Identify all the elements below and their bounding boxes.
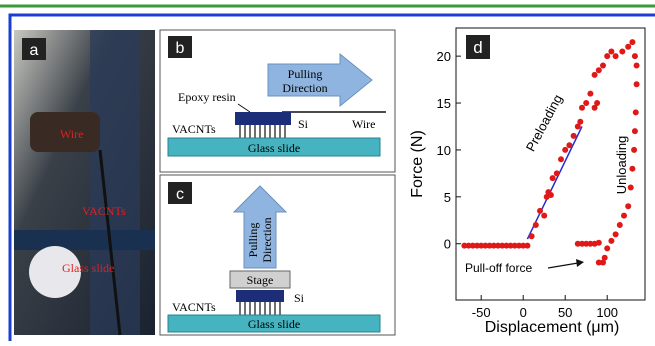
data-point xyxy=(596,67,602,73)
panel-a: a Wire VACNTs Glass slide xyxy=(14,30,155,335)
data-point xyxy=(596,259,602,265)
pointer-head xyxy=(576,259,584,267)
panel-d: d Force (N) Displacement (μm) 0 5 10 15 20 -5… xyxy=(409,28,645,336)
data-point xyxy=(613,231,619,237)
data-point xyxy=(524,243,530,249)
data-point xyxy=(592,72,598,78)
annotation: Preloading xyxy=(523,92,565,154)
annotation: VACNTs xyxy=(82,204,126,218)
data-point xyxy=(634,81,640,87)
y-tick-label: 15 xyxy=(437,96,451,111)
label: Wire xyxy=(352,117,376,131)
data-point xyxy=(550,175,556,181)
data-point xyxy=(566,142,572,148)
panel-label: d xyxy=(473,38,482,57)
arrow-label: Direction xyxy=(260,217,274,262)
data-point xyxy=(541,213,547,219)
y-axis-title: Force (N) xyxy=(409,130,426,198)
panel-label: b xyxy=(176,40,185,57)
data-point xyxy=(571,133,577,139)
data-point xyxy=(621,213,627,219)
annotation: Pull-off force xyxy=(465,261,532,275)
y-tick-label: 0 xyxy=(444,237,451,252)
annotation: Unloading xyxy=(614,136,629,195)
si-block xyxy=(235,112,291,125)
data-point xyxy=(631,147,637,153)
annotation: Glass slide xyxy=(62,261,114,275)
data-point xyxy=(632,53,638,59)
x-tick-label: 100 xyxy=(596,305,618,320)
label: Si xyxy=(298,117,309,131)
data-point xyxy=(562,147,568,153)
data-point xyxy=(583,100,589,106)
y-tick-label: 20 xyxy=(437,49,451,64)
data-point xyxy=(533,222,539,228)
data-point xyxy=(632,128,638,134)
data-point xyxy=(633,109,639,115)
data-point xyxy=(617,222,623,228)
panel-label: c xyxy=(176,186,184,203)
data-point xyxy=(625,203,631,209)
si-block xyxy=(236,290,284,302)
data-point xyxy=(548,192,554,198)
y-tick-label: 5 xyxy=(444,190,451,205)
data-point xyxy=(629,166,635,172)
data-point xyxy=(625,44,631,50)
photo-detail xyxy=(14,230,155,250)
label: Glass slide xyxy=(248,141,300,155)
label: VACNTs xyxy=(172,122,216,136)
label: Si xyxy=(294,291,305,305)
arrow-label: Pulling xyxy=(288,67,323,81)
data-point xyxy=(629,39,635,45)
data-point xyxy=(619,48,625,54)
arrow-label: Pulling xyxy=(246,223,260,258)
data-point xyxy=(608,238,614,244)
y-tick-label: 10 xyxy=(437,143,451,158)
pointer xyxy=(548,263,578,268)
x-tick-label: 0 xyxy=(520,305,527,320)
panel-label: a xyxy=(30,42,39,59)
data-point xyxy=(592,105,598,111)
data-point xyxy=(587,91,593,97)
data-point xyxy=(579,105,585,111)
figure: a Wire VACNTs Glass slide b Pulling Dire… xyxy=(0,0,655,341)
data-point xyxy=(554,170,560,176)
label: VACNTs xyxy=(172,300,216,314)
label: Epoxy resin xyxy=(178,90,236,104)
data-point xyxy=(604,245,610,251)
annotation: Wire xyxy=(60,127,84,141)
x-tick-label: 50 xyxy=(558,305,572,320)
x-axis-title: Displacement (μm) xyxy=(485,319,620,336)
data-point xyxy=(604,53,610,59)
x-tick-label: -50 xyxy=(472,305,491,320)
data-point xyxy=(634,63,640,69)
panel-b: b Pulling Direction Epoxy resin VACNTs S… xyxy=(160,30,395,172)
label: Stage xyxy=(247,273,274,287)
data-point xyxy=(613,53,619,59)
data-point xyxy=(608,48,614,54)
label: Glass slide xyxy=(248,317,300,331)
arrow-label: Direction xyxy=(282,81,327,95)
data-point xyxy=(537,208,543,214)
data-point xyxy=(596,240,602,246)
data-point xyxy=(529,233,535,239)
panel-c: c Pulling Direction Stage VACNTs Si Glas… xyxy=(160,175,395,335)
data-point xyxy=(558,156,564,162)
data-point xyxy=(600,63,606,69)
data-point xyxy=(577,119,583,125)
